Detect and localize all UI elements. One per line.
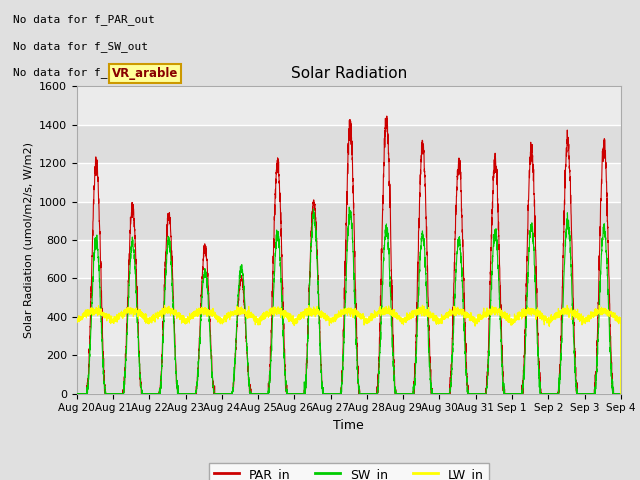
- Text: No data for f_LW_out: No data for f_LW_out: [13, 67, 148, 78]
- Bar: [77, 355, 621, 394]
- Text: No data for f_SW_out: No data for f_SW_out: [13, 41, 148, 52]
- Bar: [77, 240, 621, 278]
- Bar: [77, 317, 621, 355]
- Y-axis label: Solar Radiation (umol/m2/s, W/m2): Solar Radiation (umol/m2/s, W/m2): [24, 142, 33, 338]
- Text: No data for f_PAR_out: No data for f_PAR_out: [13, 14, 154, 25]
- Legend: PAR_in, SW_in, LW_in: PAR_in, SW_in, LW_in: [209, 463, 489, 480]
- Bar: [77, 125, 621, 163]
- Bar: [77, 163, 621, 202]
- Text: VR_arable: VR_arable: [112, 67, 179, 80]
- Title: Solar Radiation: Solar Radiation: [291, 66, 407, 81]
- Bar: [77, 86, 621, 125]
- Bar: [77, 202, 621, 240]
- X-axis label: Time: Time: [333, 419, 364, 432]
- Bar: [77, 278, 621, 317]
